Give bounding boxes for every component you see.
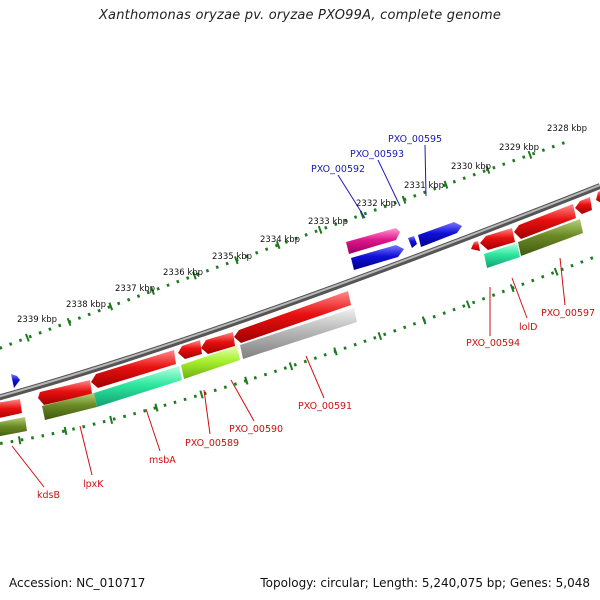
genome-backbone [0, 183, 600, 401]
scale-tick [485, 165, 491, 174]
inner-scale-ruler [0, 253, 600, 446]
kbp-label: 2331 kbp [404, 181, 444, 191]
scale-tick [465, 300, 471, 309]
gene-label-pxo00597[interactable]: PXO_00597 [541, 308, 595, 319]
cog-bar-pxo00589 [181, 346, 240, 379]
scale-tick [25, 333, 30, 342]
scale-tick [333, 347, 338, 356]
outer-scale-ruler [0, 138, 573, 350]
kbp-label: 2333 kbp [308, 217, 348, 227]
gene-label-pxo00589[interactable]: PXO_00589 [185, 438, 239, 449]
leader-pxo00589 [203, 389, 211, 435]
accession-text: Accession: NC_010717 [9, 576, 146, 590]
scale-tick [275, 240, 281, 250]
forward-strand-genes [11, 222, 462, 388]
gene-label-pxo00595[interactable]: PXO_00595 [388, 134, 442, 145]
gene-label-lolD[interactable]: lolD [519, 322, 537, 333]
leader-pxo00592 [337, 174, 366, 219]
scale-tick [150, 286, 155, 295]
scale-tick [288, 362, 294, 371]
gene-arrow-edge-blue[interactable] [11, 374, 20, 388]
kbp-label: 2329 kbp [499, 143, 539, 153]
genome-summary-text: Topology: circular; Length: 5,240,075 bp… [260, 576, 590, 590]
gene-arrow-lpxK[interactable] [38, 380, 92, 405]
leader-pxo00591 [305, 355, 325, 399]
kbp-labels: 2328 kbp 2329 kbp 2330 kbp 2331 kbp 2332… [17, 124, 587, 325]
gene-arrow-edge-red[interactable] [596, 190, 600, 204]
scale-tick [154, 403, 159, 412]
cog-bar-lolD [518, 219, 583, 256]
scale-tick [109, 415, 114, 424]
scale-tick [509, 284, 515, 293]
gene-arrow-pxo00595[interactable] [418, 222, 462, 247]
reverse-label-leaders [11, 257, 566, 488]
scale-tick [443, 180, 449, 189]
gene-label-pxo00591[interactable]: PXO_00591 [298, 401, 352, 412]
cog-bar-lpxK [42, 393, 97, 420]
leader-pxo00590 [230, 379, 255, 422]
leader-pxo00593 [377, 159, 401, 207]
scale-tick [527, 150, 533, 159]
gene-arrow-pxo00597[interactable] [575, 197, 592, 214]
gene-label-pxo00590[interactable]: PXO_00590 [229, 424, 283, 435]
scale-tick [63, 426, 68, 435]
cog-bar-kdsB [0, 417, 27, 437]
kbp-label: 2328 kbp [547, 124, 587, 134]
kbp-label: 2334 kbp [260, 235, 300, 245]
leader-kdsB [11, 445, 45, 488]
kbp-label: 2332 kbp [356, 199, 396, 209]
cog-bar-pxo00591 [240, 308, 357, 359]
gene-arrow-msbA[interactable] [91, 350, 176, 388]
gene-label-msbA[interactable]: msbA [149, 455, 176, 466]
scale-tick [17, 436, 22, 445]
kbp-label: 2337 kbp [115, 284, 155, 294]
genome-backbone-highlight [0, 184, 600, 398]
scale-tick [192, 271, 197, 280]
gene-label-pxo00594[interactable]: PXO_00594 [466, 338, 520, 349]
kbp-label: 2338 kbp [66, 300, 106, 310]
kbp-label: 2339 kbp [17, 315, 57, 325]
cog-category-bars [0, 219, 583, 437]
scale-tick [377, 331, 383, 341]
gene-arrow-pxo00594[interactable] [480, 228, 515, 250]
gene-label-lpxK[interactable]: lpxK [83, 479, 104, 490]
scale-tick [317, 225, 323, 234]
gene-arrow-pxo00591[interactable] [234, 291, 351, 343]
leader-lpxK [79, 425, 93, 476]
gene-arrow-small-red[interactable] [471, 241, 480, 251]
gene-arrow-pxo00589[interactable] [178, 340, 202, 359]
scale-tick [553, 267, 559, 276]
gene-arrow-kdsB[interactable] [0, 399, 22, 420]
cog-bar-pxo00594 [484, 243, 520, 268]
gene-label-pxo00593[interactable]: PXO_00593 [350, 149, 404, 160]
gene-labels: PXO_00595 PXO_00593 PXO_00592 PXO_00597 … [37, 134, 595, 501]
gene-arrow-pxo00590[interactable] [201, 332, 235, 354]
gene-label-kdsB[interactable]: kdsB [37, 490, 60, 501]
scale-tick [244, 376, 249, 385]
leader-msbA [145, 408, 161, 452]
scale-ticks [17, 150, 559, 445]
cog-bar-msbA [94, 366, 182, 407]
reverse-strand-genes [0, 190, 600, 420]
scale-tick [199, 390, 204, 399]
kbp-label: 2330 kbp [451, 162, 491, 172]
scale-tick [421, 316, 427, 325]
kbp-label: 2335 kbp [212, 252, 252, 262]
scale-tick [233, 256, 239, 265]
forward-label-leaders [337, 144, 427, 219]
leader-pxo00595 [424, 144, 427, 197]
gene-arrow-lolD[interactable] [514, 204, 576, 239]
scale-tick [401, 195, 407, 204]
leader-pxo00597 [559, 257, 566, 306]
scale-tick [108, 302, 114, 311]
gene-arrow-pxo00592[interactable] [346, 228, 400, 254]
gene-label-pxo00592[interactable]: PXO_00592 [311, 164, 365, 175]
gene-arrow-pxo00593[interactable] [351, 245, 404, 270]
map-title: Xanthomonas oryzae pv. oryzae PXO99A, co… [98, 8, 502, 23]
leader-lolD [511, 277, 528, 319]
scale-tick [66, 317, 72, 327]
gene-arrow-small-blue[interactable] [408, 236, 417, 248]
kbp-label: 2336 kbp [163, 268, 203, 278]
